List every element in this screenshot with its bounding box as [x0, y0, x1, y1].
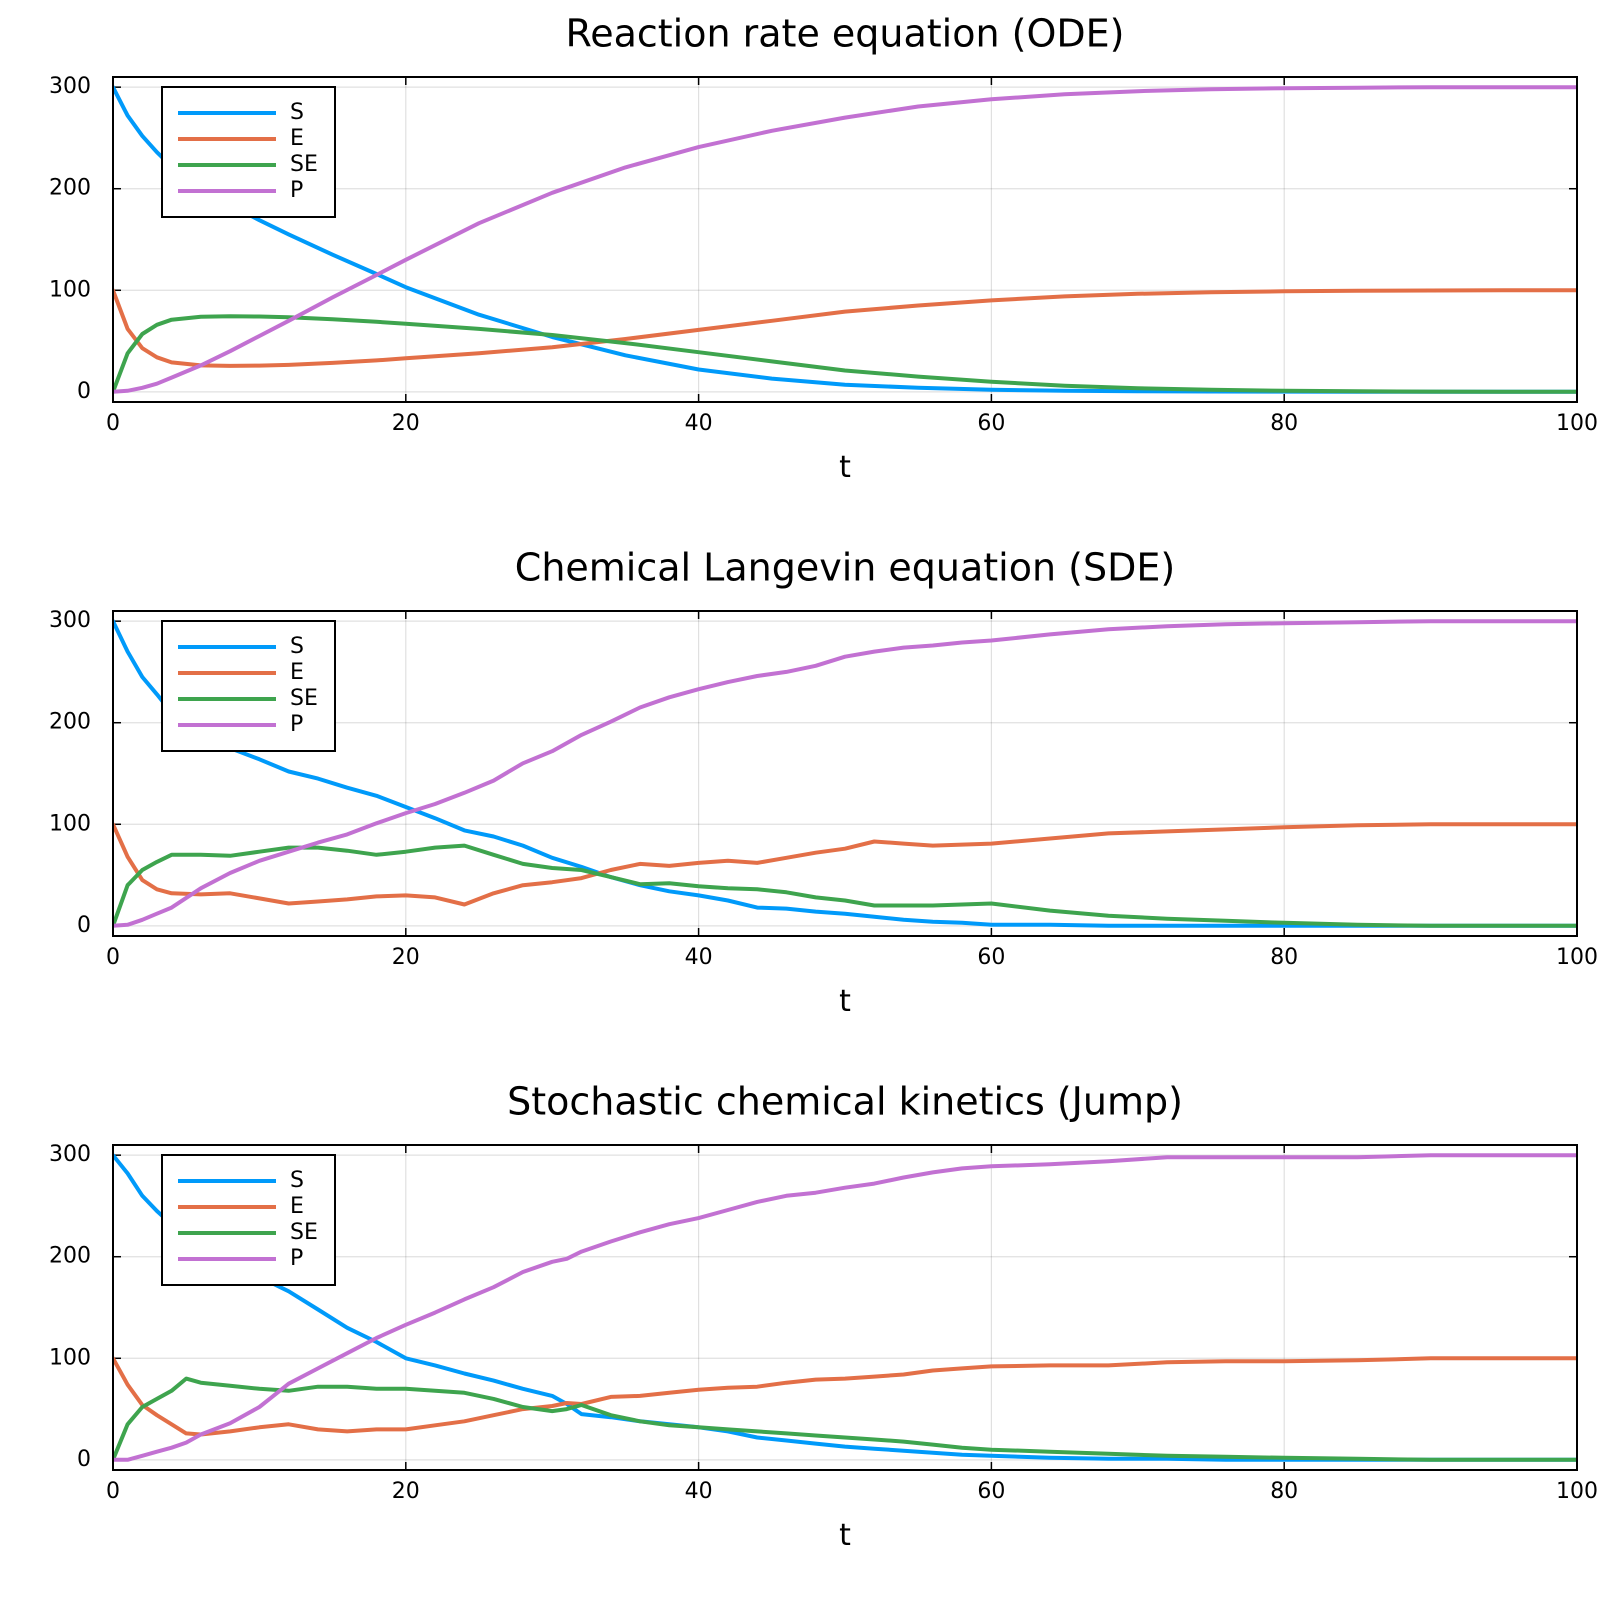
- chart-panel-2: Chemical Langevin equation (SDE) 0 20 40 60 8…: [49, 546, 1598, 1020]
- series-line-e: [113, 1356, 1577, 1437]
- legend-label: P: [290, 1246, 303, 1271]
- x-axis-label: t: [839, 450, 851, 485]
- x-tick-label: 20: [392, 945, 420, 970]
- series-line-p: [113, 1153, 1577, 1462]
- y-tick-label: 300: [49, 1142, 91, 1167]
- x-tick-label: 80: [1270, 1479, 1298, 1504]
- legend-label: S: [290, 634, 304, 659]
- legend-box: [161, 86, 336, 218]
- series-line-se: [113, 843, 1577, 928]
- legend-label: E: [290, 660, 304, 685]
- chart-title: Reaction rate equation (ODE): [566, 12, 1125, 56]
- x-tick-label: 100: [1556, 945, 1598, 970]
- legend-label: E: [290, 126, 304, 151]
- y-tick-label: 300: [49, 74, 91, 99]
- chart-panel-3: Stochastic chemical kinetics (Jump) 0 20 40…: [49, 1080, 1598, 1554]
- plot-frame: [112, 76, 1578, 403]
- chart-title: Stochastic chemical kinetics (Jump): [507, 1080, 1183, 1124]
- x-tick-label: 100: [1556, 411, 1598, 436]
- y-tick-label: 200: [49, 710, 91, 735]
- x-axis-label: t: [839, 1518, 851, 1553]
- legend-box: [161, 1154, 336, 1286]
- legend-label: SE: [290, 152, 318, 177]
- legend-label: P: [290, 178, 303, 203]
- series-line-se: [113, 1376, 1577, 1462]
- series-line-s: [113, 619, 1577, 928]
- legend-label: E: [290, 1194, 304, 1219]
- x-tick-label: 40: [685, 411, 713, 436]
- x-tick-label: 0: [106, 945, 120, 970]
- y-tick-label: 0: [77, 379, 91, 404]
- x-tick-label: 60: [977, 1479, 1005, 1504]
- y-tick-label: 0: [77, 913, 91, 938]
- y-tick-label: 100: [49, 811, 91, 836]
- legend-label: P: [290, 712, 303, 737]
- x-tick-label: 20: [392, 411, 420, 436]
- x-tick-label: 60: [977, 411, 1005, 436]
- y-tick-label: 100: [49, 277, 91, 302]
- plot-frame: [112, 610, 1578, 937]
- series-line-p: [113, 85, 1577, 394]
- legend-label: S: [290, 1168, 304, 1193]
- x-tick-label: 100: [1556, 1479, 1598, 1504]
- chart-title: Chemical Langevin equation (SDE): [515, 546, 1175, 590]
- x-axis-label: t: [839, 984, 851, 1019]
- x-tick-label: 0: [106, 411, 120, 436]
- series-line-p: [113, 619, 1577, 928]
- y-tick-label: 200: [49, 1244, 91, 1269]
- chart-panel-1: Reaction rate equation (ODE) 0 20 40 60 80 100…: [49, 12, 1598, 486]
- x-tick-label: 60: [977, 945, 1005, 970]
- x-tick-label: 20: [392, 1479, 420, 1504]
- x-tick-label: 80: [1270, 411, 1298, 436]
- series-line-se: [113, 314, 1577, 394]
- legend-label: S: [290, 100, 304, 125]
- y-tick-label: 100: [49, 1345, 91, 1370]
- x-tick-label: 40: [685, 1479, 713, 1504]
- legend-box: [161, 620, 336, 752]
- legend-label: SE: [290, 1220, 318, 1245]
- y-tick-label: 300: [49, 608, 91, 633]
- x-tick-label: 40: [685, 945, 713, 970]
- y-tick-label: 200: [49, 176, 91, 201]
- x-tick-label: 80: [1270, 945, 1298, 970]
- plot-frame: [112, 1144, 1578, 1471]
- series-line-e: [113, 288, 1577, 368]
- x-tick-label: 0: [106, 1479, 120, 1504]
- legend-label: SE: [290, 686, 318, 711]
- series-line-e: [113, 822, 1577, 907]
- y-tick-label: 0: [77, 1447, 91, 1472]
